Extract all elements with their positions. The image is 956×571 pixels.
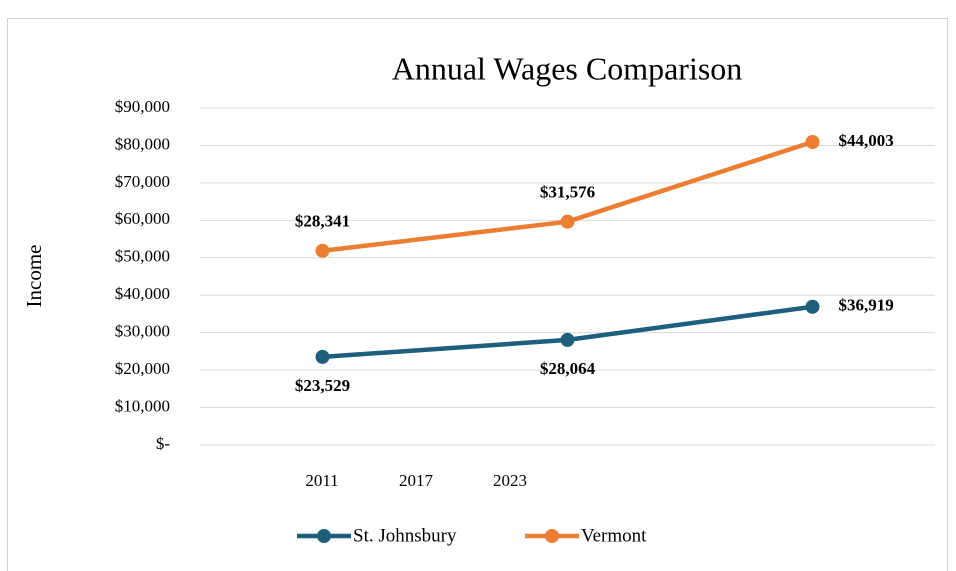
y-tick-label: $10,000 (115, 396, 170, 415)
y-tick-label: $30,000 (115, 322, 170, 341)
y-axis-label: Income (22, 245, 46, 308)
legend-marker (317, 529, 331, 543)
legend-marker (545, 529, 559, 543)
data-point (315, 349, 330, 364)
y-tick-label: $60,000 (115, 209, 170, 228)
y-tick-label: $90,000 (115, 97, 170, 116)
legend-label: Vermont (581, 525, 647, 546)
y-tick-label: $20,000 (115, 359, 170, 378)
x-tick-label: 2011 (305, 471, 338, 490)
data-point (560, 214, 575, 229)
data-label: $23,529 (295, 376, 350, 395)
x-tick-label: 2017 (399, 471, 434, 490)
data-point (805, 134, 820, 149)
chart-title: Annual Wages Comparison (392, 50, 743, 86)
y-tick-label: $- (156, 434, 171, 453)
data-label: $44,003 (839, 131, 894, 150)
data-point (805, 299, 820, 314)
y-tick-label: $80,000 (115, 134, 170, 153)
data-label: $28,341 (295, 212, 350, 231)
data-point (315, 243, 330, 258)
data-label: $36,919 (839, 296, 894, 315)
y-tick-label: $40,000 (115, 284, 170, 303)
legend-label: St. Johnsbury (353, 525, 457, 546)
y-tick-label: $70,000 (115, 172, 170, 191)
data-point (560, 332, 575, 347)
y-tick-label: $50,000 (115, 247, 170, 266)
data-label: $28,064 (540, 359, 596, 378)
data-label: $31,576 (540, 183, 595, 202)
x-tick-label: 2023 (493, 471, 527, 490)
